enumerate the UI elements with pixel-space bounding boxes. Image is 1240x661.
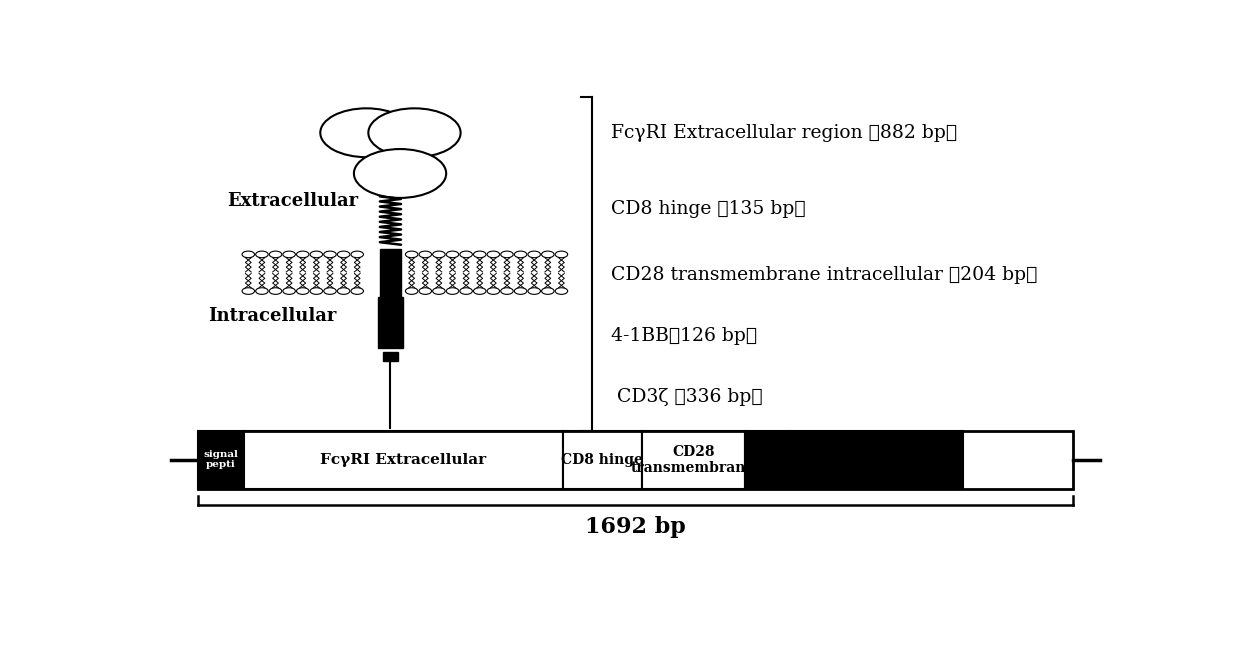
Circle shape — [296, 288, 309, 294]
Circle shape — [310, 288, 322, 294]
Text: signal
pepti: signal pepti — [203, 450, 238, 469]
Circle shape — [501, 288, 513, 294]
Circle shape — [542, 288, 554, 294]
Circle shape — [269, 288, 281, 294]
Circle shape — [283, 251, 295, 258]
Circle shape — [351, 251, 363, 258]
Circle shape — [337, 251, 350, 258]
Text: CD28
transmembrane: CD28 transmembrane — [631, 445, 755, 475]
Text: 4-1BB（126 bp）: 4-1BB（126 bp） — [611, 327, 758, 345]
Bar — [745, 430, 790, 489]
Circle shape — [474, 251, 486, 258]
Bar — [244, 430, 563, 489]
Circle shape — [283, 288, 295, 294]
Circle shape — [515, 251, 527, 258]
Text: 1692 bp: 1692 bp — [585, 516, 686, 537]
Circle shape — [269, 251, 281, 258]
Circle shape — [337, 288, 350, 294]
Circle shape — [368, 108, 460, 157]
Text: CD28 transmembrane intracellular （204 bp）: CD28 transmembrane intracellular （204 bp… — [611, 266, 1038, 284]
Bar — [383, 352, 398, 361]
Circle shape — [433, 288, 445, 294]
Text: FcγRI Extracellular: FcγRI Extracellular — [320, 453, 486, 467]
Circle shape — [255, 288, 268, 294]
Circle shape — [487, 288, 500, 294]
Circle shape — [296, 251, 309, 258]
Bar — [790, 430, 963, 489]
Circle shape — [242, 251, 254, 258]
Circle shape — [419, 288, 432, 294]
Bar — [378, 297, 403, 348]
Circle shape — [310, 251, 322, 258]
Circle shape — [351, 288, 363, 294]
Circle shape — [528, 251, 541, 258]
Circle shape — [353, 149, 446, 198]
Circle shape — [405, 251, 418, 258]
Circle shape — [433, 251, 445, 258]
Circle shape — [501, 251, 513, 258]
Bar — [641, 430, 745, 489]
Text: CD8 hinge: CD8 hinge — [562, 453, 644, 467]
Circle shape — [405, 288, 418, 294]
Circle shape — [460, 251, 472, 258]
Circle shape — [487, 251, 500, 258]
Bar — [198, 430, 1073, 489]
Circle shape — [320, 108, 413, 157]
Circle shape — [515, 288, 527, 294]
Bar — [379, 249, 401, 297]
Circle shape — [446, 251, 459, 258]
Circle shape — [460, 288, 472, 294]
Circle shape — [556, 288, 568, 294]
Circle shape — [474, 288, 486, 294]
Text: CD3ζ （336 bp）: CD3ζ （336 bp） — [611, 389, 763, 407]
Circle shape — [255, 251, 268, 258]
Circle shape — [446, 288, 459, 294]
Circle shape — [556, 251, 568, 258]
Circle shape — [528, 288, 541, 294]
Bar — [563, 430, 641, 489]
Text: 4-1BB: 4-1BB — [745, 453, 790, 466]
Circle shape — [242, 288, 254, 294]
Text: Extracellular: Extracellular — [227, 192, 358, 210]
Text: FcγRI Extracellular region （882 bp）: FcγRI Extracellular region （882 bp） — [611, 124, 957, 141]
Circle shape — [542, 251, 554, 258]
Circle shape — [419, 251, 432, 258]
Text: Intracellular: Intracellular — [208, 307, 336, 325]
Bar — [198, 430, 244, 489]
Text: CD8 hinge （135 bp）: CD8 hinge （135 bp） — [611, 200, 806, 218]
Circle shape — [324, 251, 336, 258]
Text: CD3ζ: CD3ζ — [857, 453, 898, 467]
Circle shape — [324, 288, 336, 294]
